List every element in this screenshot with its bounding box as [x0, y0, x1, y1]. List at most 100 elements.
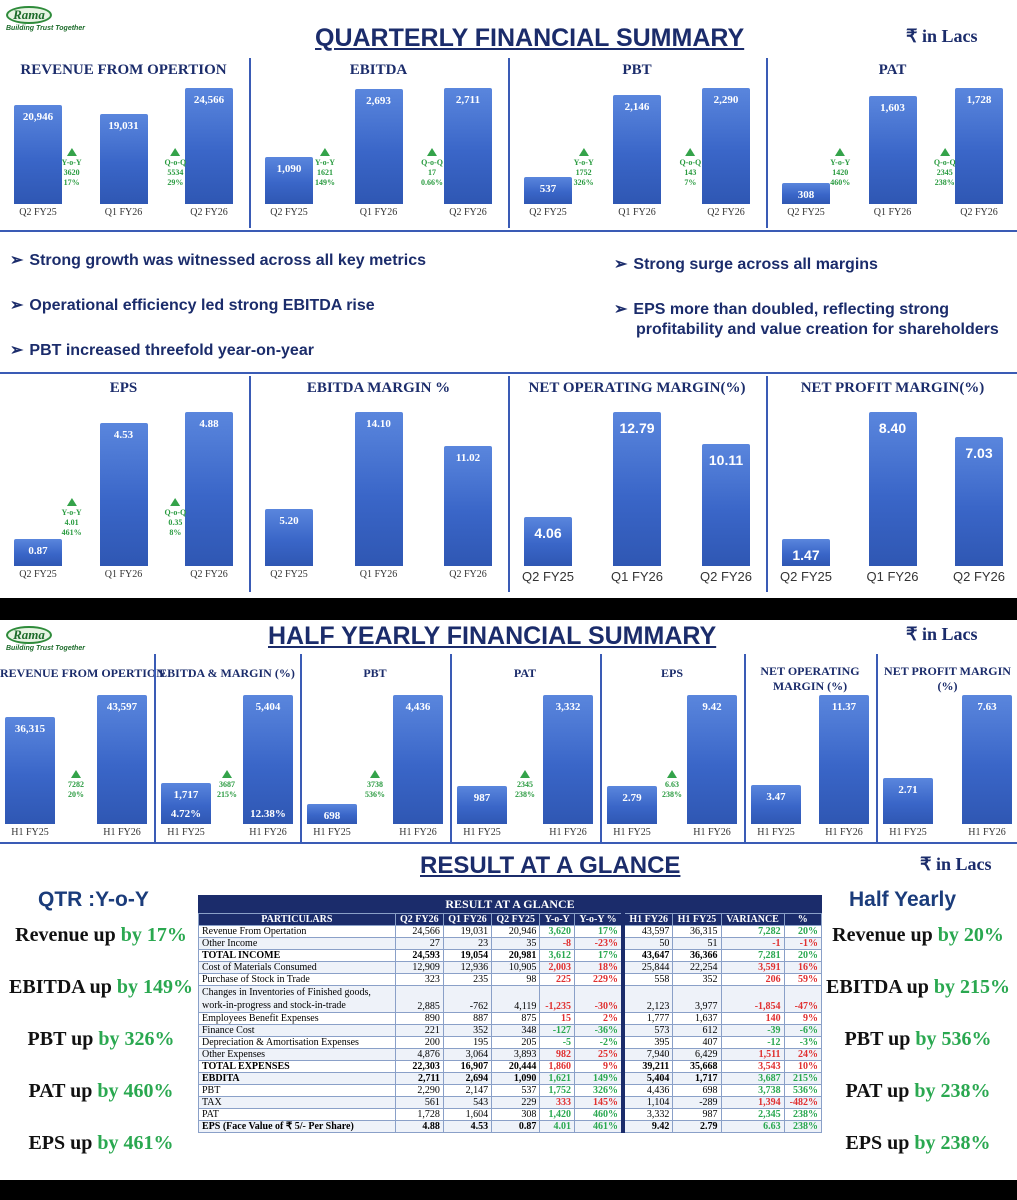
row-value: 6,429 — [672, 1048, 722, 1061]
row-value: 1,637 — [672, 1012, 722, 1025]
row-value: -3% — [783, 1036, 823, 1049]
growth-summary-label: Revenue up — [832, 924, 938, 946]
row-value: 987 — [672, 1108, 722, 1121]
up-arrow-icon — [427, 148, 438, 156]
row-particular: EBDITA — [198, 1072, 396, 1085]
growth-indicator: Y-o-Y 3620 17% — [62, 148, 82, 188]
growth-text-line: Y-o-Y — [61, 508, 82, 517]
results-table-header-cell: VARIANCE — [720, 913, 785, 926]
up-arrow-icon — [222, 770, 232, 778]
row-value: 4,119 — [491, 985, 541, 1013]
x-axis-label: H1 FY26 — [825, 827, 863, 838]
growth-indicator: Y-o-Y 1621 149% — [315, 148, 335, 188]
bar-q2-fy25 — [782, 539, 830, 566]
row-value: 2,123 — [621, 985, 674, 1013]
bar-value-label: 7.63 — [977, 701, 997, 714]
bar-h1-fy25 — [457, 785, 507, 824]
row-value: 0.87 — [491, 1120, 541, 1133]
bar-q2-fy25 — [782, 183, 830, 204]
results-table-header-cell: Y-o-Y — [539, 913, 576, 926]
growth-indicator: Y-o-Y 1752 326% — [574, 148, 594, 188]
bar-margin-label: 4.72% — [170, 808, 202, 820]
x-axis-label: Q2 FY26 — [449, 207, 487, 218]
row-particular: Other Expenses — [198, 1048, 396, 1061]
results-table-row: PBT 2,290 2,147 537 1,752 326% 4,436 698 3,738 53… — [198, 1084, 823, 1097]
row-value: 348 — [491, 1024, 541, 1037]
chart-title: REVENUE FROM OPERTION — [20, 62, 227, 78]
results-table-row: Revenue From Opertation 24,566 19,031 20,94… — [198, 925, 823, 938]
row-value: 1,717 — [672, 1072, 722, 1085]
chart-plot-area: 0.87 4.53 4.88 — [0, 404, 247, 566]
bullet-mark: ➢ — [10, 297, 24, 314]
row-value: 16% — [783, 961, 823, 974]
chart-ebitda-margin: EBITDA MARGIN % 5.20 14.10 11.02 Q2 FY25 Q1 F… — [251, 374, 506, 594]
row-value: 395 — [621, 1036, 674, 1049]
quarterly-unit: ₹ in Lacs — [906, 26, 978, 46]
half-yearly-title: HALF YEARLY FINANCIAL SUMMARY — [268, 622, 717, 650]
row-value: 4.88 — [394, 1120, 444, 1133]
bar-q2-fy25 — [14, 105, 62, 204]
growth-indicator: Q-o-Q 2345 238% — [934, 148, 956, 188]
highlight-left-2: ➢ Operational efficiency led strong EBITD… — [10, 295, 375, 315]
bar-h1-fy25 — [883, 778, 933, 824]
up-arrow-icon — [170, 498, 181, 506]
row-value: 3,687 — [720, 1072, 785, 1085]
row-value: 3,893 — [491, 1048, 541, 1061]
bar-value-label: 5.20 — [279, 515, 299, 528]
growth-text-line: Y-o-Y — [830, 158, 851, 167]
half-yearly-summary-panel: Rama Building Trust Together HALF YEARLY… — [0, 620, 1017, 844]
row-value: 2,711 — [394, 1072, 444, 1085]
row-value: 229 — [491, 1096, 541, 1109]
growth-summary-item: PBT up by 536% — [845, 1028, 992, 1051]
row-value: -5 — [539, 1036, 576, 1049]
results-table-row: Depreciation & Amortisation Expenses 200 1… — [198, 1036, 823, 1049]
results-table-row: Employees Benefit Expenses 890 887 875 15 2% 1… — [198, 1012, 823, 1025]
panel-divider — [600, 654, 602, 844]
panel-divider — [766, 376, 768, 592]
bar-value-label: 308 — [797, 189, 815, 202]
bar-q1-fy26 — [354, 412, 403, 566]
bar-value-label: 4.53 — [113, 429, 134, 442]
results-table-row: Finance Cost 221 352 348 -127 -36% 573 612 -39 -6… — [198, 1024, 823, 1037]
chart-plot-area: 3.47 11.37 — [746, 684, 874, 824]
row-value: 9% — [783, 1012, 823, 1025]
chart-title: NET PROFIT MARGIN(%) — [800, 380, 985, 396]
highlight-left-3: ➢ PBT increased threefold year-on-year — [10, 340, 314, 360]
panel-divider — [450, 654, 452, 844]
growth-text-line: 6.63 — [665, 780, 679, 789]
x-axis-label: H1 FY26 — [693, 827, 731, 838]
x-axis-label: Q2 FY26 — [960, 207, 998, 218]
growth-summary-value: by 20% — [937, 924, 1004, 946]
row-value: 2.79 — [672, 1120, 722, 1133]
logo-mark: Rama — [6, 6, 52, 24]
row-particular: EPS (Face Value of ₹ 5/- Per Share) — [198, 1120, 396, 1133]
row-value: 15 — [539, 1012, 576, 1025]
growth-text-line: 3620 — [63, 168, 80, 177]
chart-revenue-from-opertion: REVENUE FROM OPERTION 20,946 19,031 24,566 Q… — [0, 56, 247, 228]
bar-q1-fy26 — [613, 412, 661, 566]
row-value: 7,281 — [720, 949, 785, 962]
bar-h1-fy25 — [751, 784, 801, 824]
row-value: 536% — [783, 1084, 823, 1097]
growth-text-line: Q-o-Q — [421, 158, 443, 167]
row-particular: TOTAL EXPENSES — [198, 1060, 396, 1073]
row-value: 7,940 — [621, 1048, 674, 1061]
bar-value-label: 4,436 — [405, 701, 431, 714]
chart-plot-area: 36,315 43,597 — [0, 684, 152, 824]
row-value: -12 — [720, 1036, 785, 1049]
results-table-row: EBDITA 2,711 2,694 1,090 1,621 149% 5,404 1,717… — [198, 1072, 823, 1085]
row-value: 352 — [672, 973, 722, 986]
chart-plot-area: 1.47 8.40 7.03 — [768, 404, 1017, 566]
row-value: 4,436 — [621, 1084, 674, 1097]
highlight-right-2: ➢ EPS more than doubled, reflecting stron… — [614, 299, 949, 319]
row-value: 3,738 — [720, 1084, 785, 1097]
row-particular: TOTAL INCOME — [198, 949, 396, 962]
highlight-left-1-text: Strong growth was witnessed across all k… — [29, 252, 426, 269]
growth-summary-item: EPS up by 461% — [28, 1132, 173, 1155]
growth-indicator: Q-o-Q 17 0.66% — [421, 148, 443, 188]
row-value: 3,332 — [621, 1108, 674, 1121]
growth-indicator: 3687 215% — [217, 770, 237, 800]
row-value: 1,394 — [720, 1096, 785, 1109]
bar-value-label: 11.37 — [831, 701, 857, 714]
row-value: 225 — [539, 973, 576, 986]
